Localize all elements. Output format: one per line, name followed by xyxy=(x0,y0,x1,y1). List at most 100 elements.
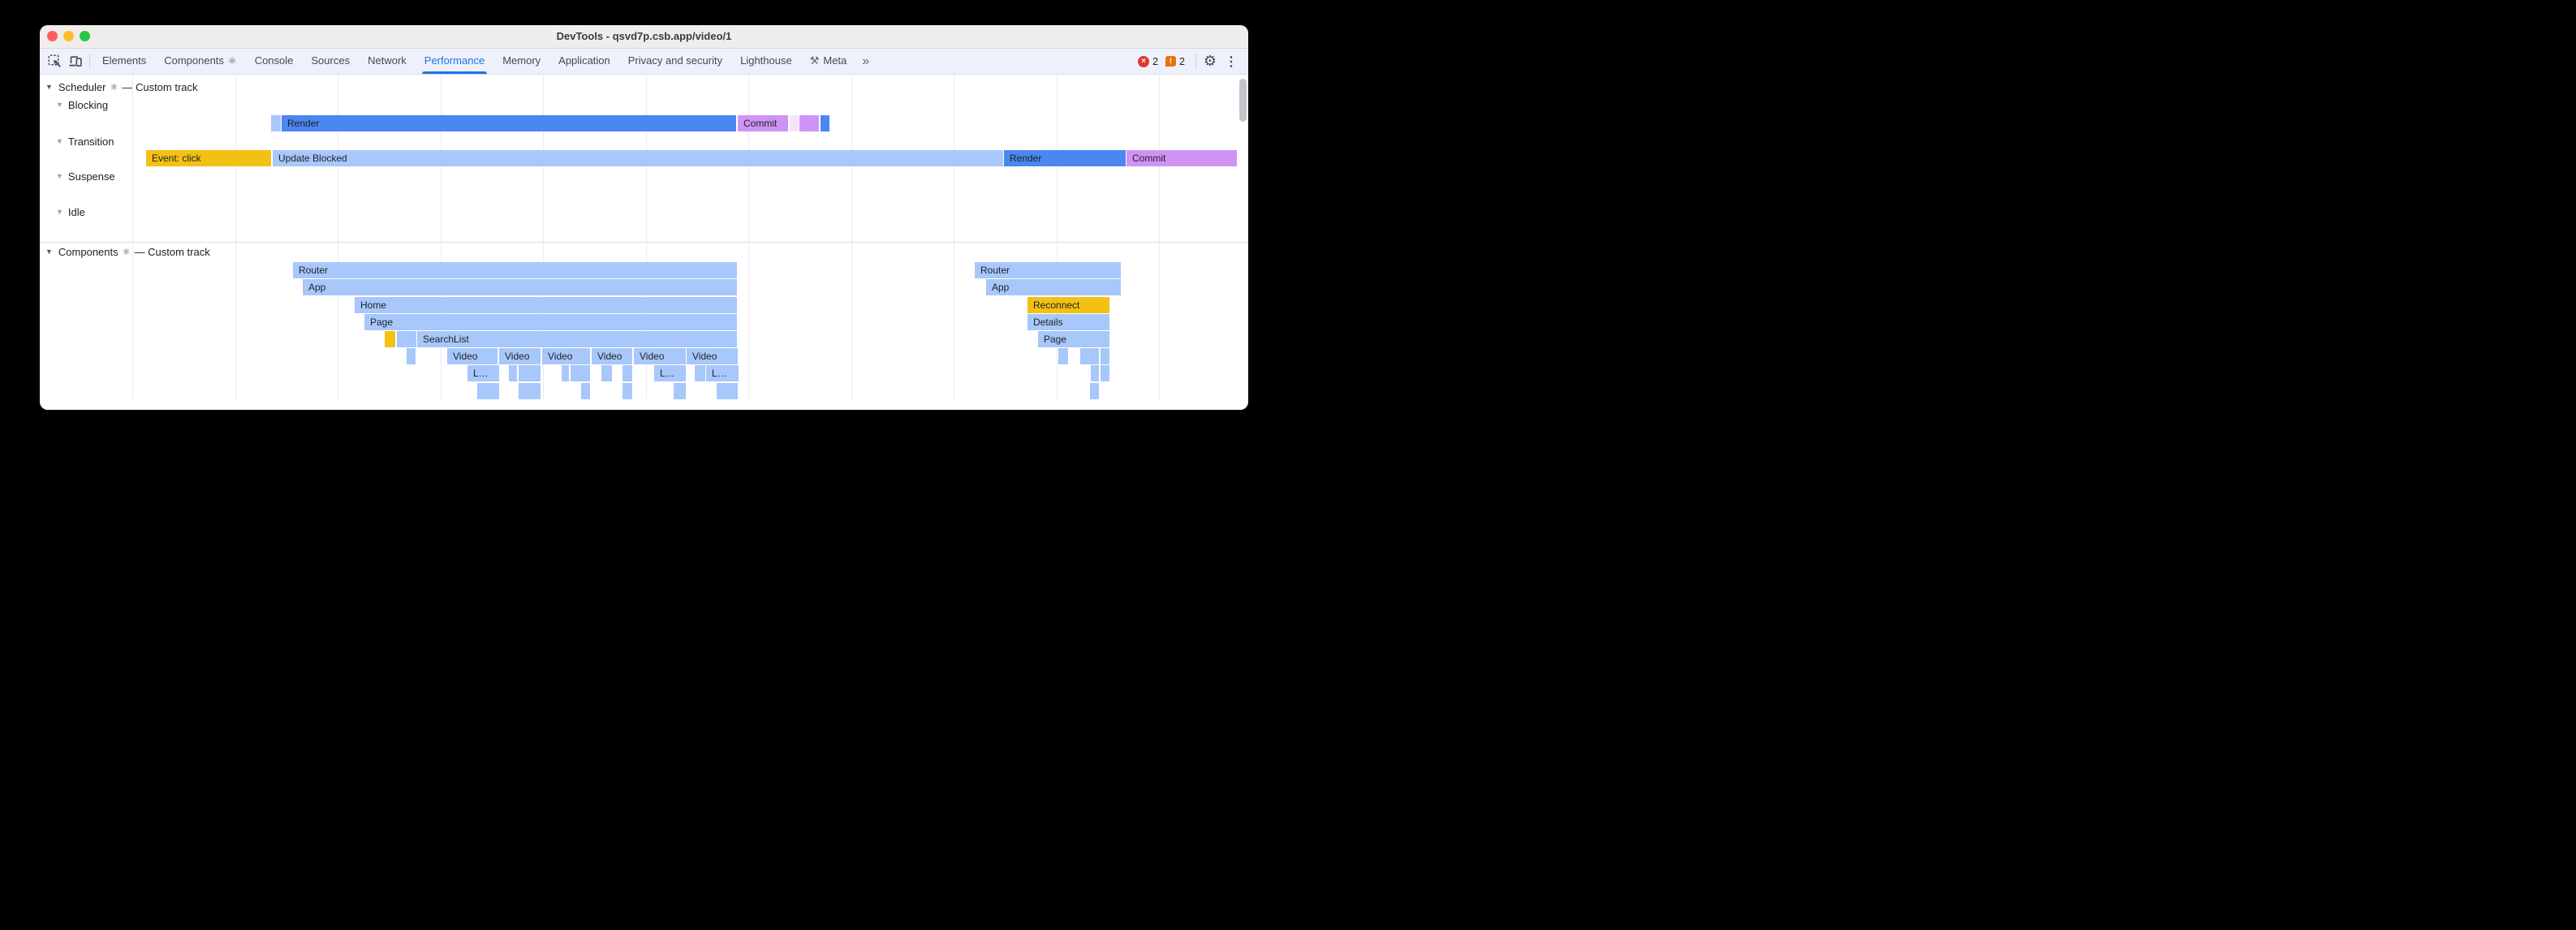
tab-label: Memory xyxy=(502,54,541,67)
chevron-down-icon: ▼ xyxy=(56,208,63,216)
flame-bar[interactable] xyxy=(1090,383,1099,399)
lane-blocking[interactable]: ▼ Blocking xyxy=(56,98,108,111)
flame-bar-l[interactable]: L… xyxy=(467,365,499,381)
flame-bar-commit[interactable]: Commit xyxy=(738,115,788,131)
flame-bar-commit[interactable]: Commit xyxy=(1126,150,1237,166)
flame-bar-video[interactable]: Video xyxy=(499,348,541,364)
tab-performance[interactable]: Performance xyxy=(416,49,493,74)
warning-badge[interactable]: ! 2 xyxy=(1165,56,1185,67)
track-title: Components xyxy=(58,245,118,258)
tab-components[interactable]: Components ⚛ xyxy=(155,49,245,74)
tab-label: Privacy and security xyxy=(627,54,723,67)
flame-bar-video[interactable]: Video xyxy=(542,348,590,364)
tab-sources[interactable]: Sources xyxy=(302,49,359,74)
flame-bar[interactable] xyxy=(407,348,416,364)
chevron-down-icon: ▼ xyxy=(56,101,63,109)
flame-bar[interactable] xyxy=(519,365,541,381)
flame-bar[interactable] xyxy=(1058,348,1068,364)
close-button[interactable] xyxy=(47,31,58,41)
components-track-header[interactable]: ▼ Components ⚛ — Custom track xyxy=(45,244,210,259)
tab-application[interactable]: Application xyxy=(549,49,619,74)
zoom-button[interactable] xyxy=(80,31,90,41)
lane-transition[interactable]: ▼ Transition xyxy=(56,135,114,148)
flame-bar[interactable] xyxy=(1101,365,1109,381)
device-toolbar-button[interactable] xyxy=(65,51,86,72)
flame-bar[interactable] xyxy=(1080,348,1099,364)
flame-bar-video[interactable]: Video xyxy=(687,348,738,364)
flame-bar-video[interactable]: Video xyxy=(592,348,632,364)
flame-bar-app[interactable]: App xyxy=(303,279,737,295)
flame-bar-video[interactable]: Video xyxy=(634,348,686,364)
lane-label: Transition xyxy=(67,135,114,148)
error-badge[interactable]: × 2 xyxy=(1138,55,1158,67)
error-icon: × xyxy=(1138,55,1150,67)
tab-label: Meta xyxy=(823,54,847,67)
flame-bar[interactable] xyxy=(1091,365,1099,381)
flame-bar-update-blocked[interactable]: Update Blocked xyxy=(273,150,1003,166)
flame-bar[interactable] xyxy=(581,383,590,399)
flame-bar-render[interactable]: Render xyxy=(282,115,736,131)
tab-console[interactable]: Console xyxy=(246,49,303,74)
gear-icon: ⚙ xyxy=(1203,53,1217,69)
tab-meta[interactable]: ⚒ Meta xyxy=(801,49,856,74)
flame-bar-reconnect[interactable]: Reconnect xyxy=(1027,297,1109,313)
flame-bar[interactable] xyxy=(397,331,416,347)
scheduler-track-header[interactable]: ▼ Scheduler ⚛ — Custom track xyxy=(45,80,198,94)
flame-bar[interactable] xyxy=(519,383,541,399)
flame-bar[interactable] xyxy=(790,115,799,131)
tab-memory[interactable]: Memory xyxy=(493,49,549,74)
tab-elements[interactable]: Elements xyxy=(93,49,155,74)
tab-network[interactable]: Network xyxy=(359,49,416,74)
lane-label: Blocking xyxy=(67,98,109,111)
track-divider xyxy=(40,242,1248,243)
gridline xyxy=(851,75,852,399)
flame-bar-router[interactable]: Router xyxy=(293,262,737,278)
gridline xyxy=(645,75,647,399)
flame-bar[interactable] xyxy=(571,365,590,381)
flame-bar[interactable] xyxy=(821,115,829,131)
flame-bar-router[interactable]: Router xyxy=(975,262,1121,278)
scrollbar-thumb[interactable] xyxy=(1239,79,1247,122)
flame-bar-details[interactable]: Details xyxy=(1027,314,1109,330)
tab-label: Performance xyxy=(424,54,485,67)
flame-bar[interactable] xyxy=(509,365,517,381)
tab-label: Components xyxy=(164,54,224,67)
flame-bar[interactable] xyxy=(601,365,612,381)
flame-bar[interactable] xyxy=(674,383,686,399)
flame-bar-event-click[interactable]: Event: click xyxy=(146,150,271,166)
flame-bar[interactable] xyxy=(622,365,632,381)
flame-bar-home[interactable]: Home xyxy=(355,297,737,313)
flame-bar[interactable] xyxy=(271,115,281,131)
flame-bar-l[interactable]: L… xyxy=(706,365,739,381)
tab-label: Console xyxy=(254,54,294,67)
flame-bar[interactable] xyxy=(622,383,632,399)
minimize-button[interactable] xyxy=(63,31,74,41)
flame-bar-searchlist[interactable]: SearchList xyxy=(417,331,737,347)
flame-bar[interactable] xyxy=(799,115,819,131)
lane-idle[interactable]: ▼ Idle xyxy=(56,205,85,218)
tab-lighthouse[interactable]: Lighthouse xyxy=(731,49,801,74)
settings-button[interactable]: ⚙ xyxy=(1200,53,1221,70)
flame-bar[interactable] xyxy=(477,383,499,399)
flame-bar-page[interactable]: Page xyxy=(364,314,737,330)
toolbar-right: × 2 ! 2 ⚙ ⋮ xyxy=(1138,53,1248,70)
flame-bar[interactable] xyxy=(385,331,395,347)
flame-bar-page[interactable]: Page xyxy=(1038,331,1109,347)
flame-bar[interactable] xyxy=(695,365,705,381)
flame-bar[interactable] xyxy=(562,365,569,381)
lane-suspense[interactable]: ▼ Suspense xyxy=(56,170,115,183)
device-toolbar-icon xyxy=(69,56,82,67)
flame-bar-app[interactable]: App xyxy=(986,279,1121,295)
menu-button[interactable]: ⋮ xyxy=(1221,54,1242,70)
flame-bar-render[interactable]: Render xyxy=(1004,150,1126,166)
inspect-element-button[interactable] xyxy=(44,51,65,72)
tab-privacy-and-security[interactable]: Privacy and security xyxy=(619,49,731,74)
window-title: DevTools - qsvd7p.csb.app/video/1 xyxy=(556,30,732,42)
flame-bar-video[interactable]: Video xyxy=(447,348,498,364)
flame-bar[interactable] xyxy=(1101,348,1109,364)
flame-bar-l[interactable]: L… xyxy=(654,365,686,381)
flame-bar[interactable] xyxy=(717,383,738,399)
more-tabs-button[interactable]: » xyxy=(862,54,870,68)
titlebar: DevTools - qsvd7p.csb.app/video/1 xyxy=(40,25,1248,49)
tab-label: Sources xyxy=(311,54,351,67)
